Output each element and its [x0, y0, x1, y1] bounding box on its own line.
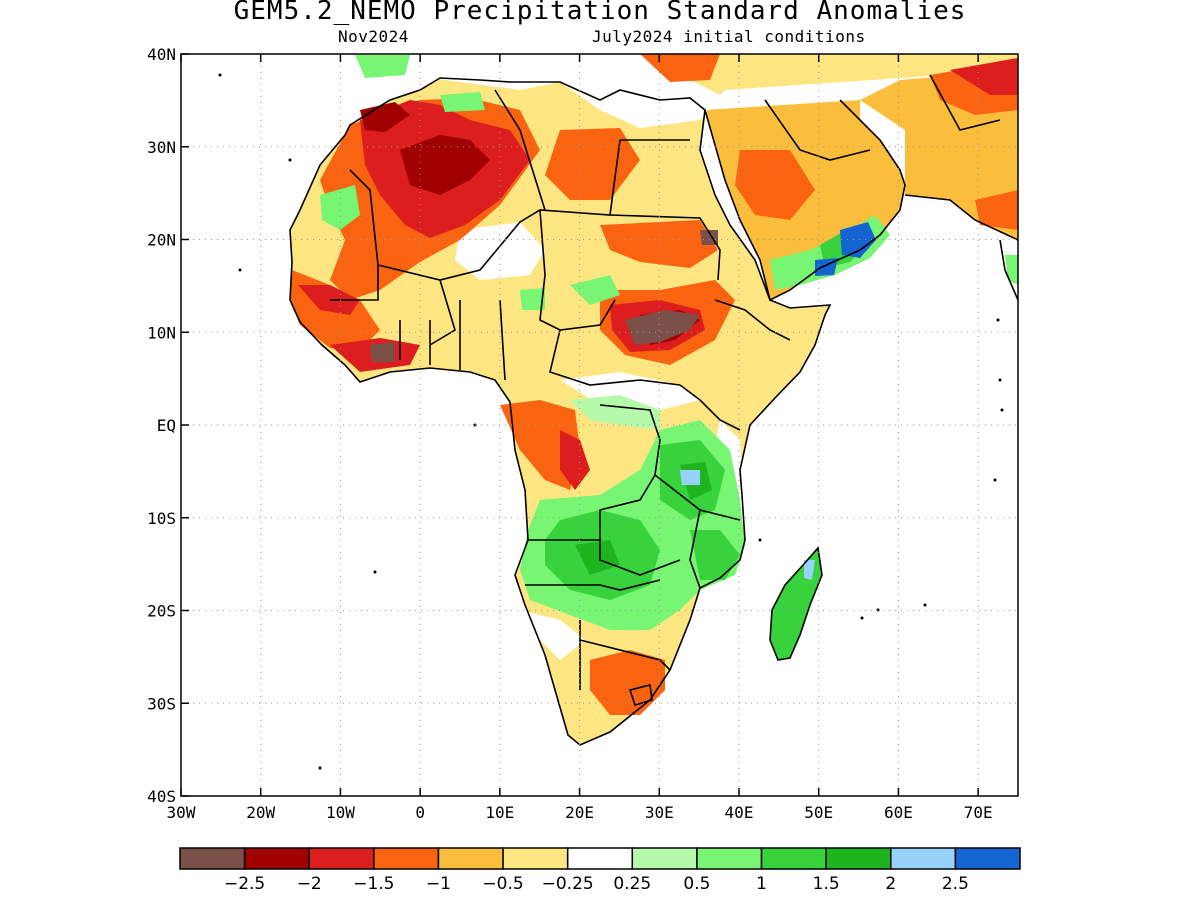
colorbar-label: −1.5	[353, 874, 394, 894]
lat-tick-label: 30S	[147, 694, 176, 713]
map-title: GEM5.2_NEMO Precipitation Standard Anoma…	[233, 0, 967, 26]
arabian-peninsula	[705, 70, 1018, 300]
colorbar-swatch	[502, 847, 569, 870]
lat-tick-label: 20S	[147, 602, 176, 621]
colorbar-swatch	[631, 847, 698, 870]
lon-tick-label: 70E	[964, 803, 993, 822]
colorbar-swatch	[243, 847, 310, 870]
lon-tick-label: 10E	[485, 803, 514, 822]
colorbar-label: 1.5	[813, 874, 840, 894]
colorbar-label: 1	[756, 874, 767, 894]
colorbar-label: 2	[885, 874, 896, 894]
anomaly-field	[218, 54, 1018, 770]
colorbar: −2.5 −2 −1.5 −1 −0.5 −0.25 0.25 0.5 1 1.5 2 2.5	[179, 847, 1021, 894]
lon-tick-label: 20W	[246, 803, 275, 822]
colorbar-swatch	[566, 847, 634, 870]
colorbar-label: −2	[297, 874, 322, 894]
graticule	[181, 54, 1018, 796]
colorbar-label: −1	[426, 874, 451, 894]
colorbar-label: −2.5	[224, 874, 265, 894]
lat-tick-label: 40N	[147, 45, 176, 64]
lon-tick-label: 30W	[167, 803, 196, 822]
colorbar-label: 2.5	[942, 874, 969, 894]
colorbar-swatch	[373, 847, 440, 870]
colorbar-swatch	[890, 847, 957, 870]
forecast-month: Nov2024	[338, 27, 409, 46]
colorbar-swatch	[696, 847, 763, 870]
lat-tick-label: 30N	[147, 138, 176, 157]
lat-tick-label: 10S	[147, 509, 176, 528]
lon-tick-label: 20E	[565, 803, 594, 822]
lon-tick-label: 0	[415, 803, 425, 822]
lat-tick-label: 20N	[147, 231, 176, 250]
initial-conditions-label: July2024 initial conditions	[592, 27, 866, 46]
colorbar-label: −0.25	[542, 874, 594, 894]
lon-tick-label: 40E	[725, 803, 754, 822]
colorbar-label: 0.5	[683, 874, 710, 894]
lon-tick-label: 10W	[326, 803, 355, 822]
colorbar-swatch	[437, 847, 504, 870]
lat-tick-label: EQ	[157, 416, 176, 435]
colorbar-swatch	[954, 847, 1021, 870]
colorbar-swatch	[825, 847, 892, 870]
coastlines-borders	[289, 74, 1018, 746]
lon-tick-label: 50E	[804, 803, 833, 822]
colorbar-label: 0.25	[613, 874, 651, 894]
lat-tick-label: 10N	[147, 323, 176, 342]
colorbar-swatch	[308, 847, 375, 870]
lon-tick-label: 60E	[884, 803, 913, 822]
lat-tick-label: 40S	[147, 787, 176, 806]
colorbar-swatch	[760, 847, 827, 870]
colorbar-swatch	[179, 847, 246, 870]
colorbar-label: −0.5	[482, 874, 523, 894]
lon-tick-label: 30E	[645, 803, 674, 822]
